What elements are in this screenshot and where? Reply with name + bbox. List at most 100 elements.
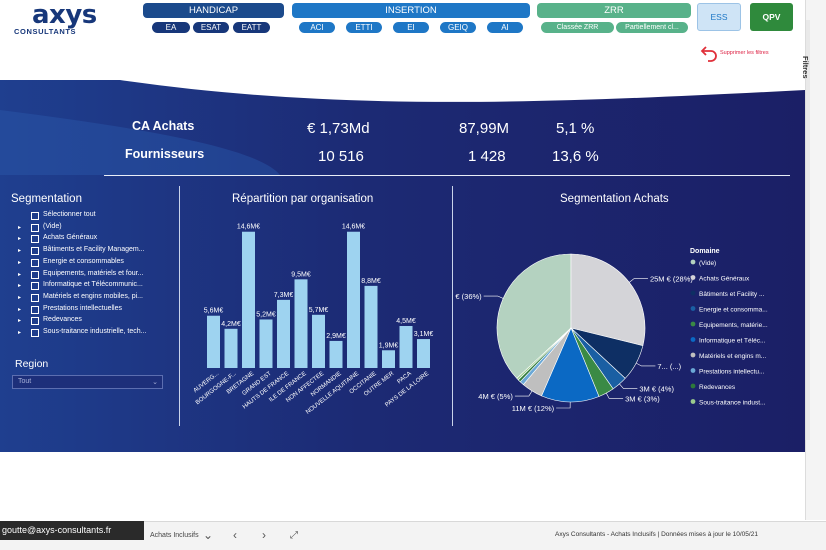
bar[interactable]: [277, 299, 290, 368]
chip-geiq[interactable]: GEIQ: [440, 22, 476, 33]
expand-arrow-icon[interactable]: ▸: [18, 248, 22, 255]
bar-data-label: 7,3M€: [274, 292, 294, 299]
bar[interactable]: [364, 285, 378, 368]
bar-data-label: 2,9M€: [326, 333, 346, 340]
segmentation-item-label: Achats Généraux: [43, 234, 98, 242]
ess-button[interactable]: ESS: [697, 3, 741, 31]
bar-data-label: 3,1M€: [414, 331, 434, 338]
page-scrollbar[interactable]: [806, 20, 810, 440]
bar[interactable]: [417, 339, 430, 368]
legend-marker: [690, 321, 696, 327]
pie-leader-line: [483, 295, 504, 299]
bar[interactable]: [329, 340, 343, 368]
expand-icon[interactable]: ⤢: [290, 530, 298, 541]
expand-arrow-icon[interactable]: ▸: [18, 224, 22, 231]
chip-classee-zrr[interactable]: Classée ZRR: [541, 22, 614, 33]
bar[interactable]: [242, 231, 255, 368]
legend-entry[interactable]: Redevances: [699, 384, 736, 391]
expand-arrow-icon[interactable]: ▸: [18, 306, 22, 313]
checkbox[interactable]: [31, 305, 39, 314]
segmentation-item-label: Informatique et Télécommunic...: [43, 281, 143, 289]
chevron-down-icon[interactable]: ⌄: [203, 528, 214, 542]
chip-ai[interactable]: AI: [487, 22, 523, 33]
expand-arrow-icon[interactable]: ▸: [18, 271, 22, 278]
legend-entry[interactable]: (Vide): [699, 260, 716, 267]
expand-arrow-icon[interactable]: ▸: [18, 236, 22, 243]
reset-filters-button[interactable]: Supprimer les filtres: [700, 42, 800, 64]
bar-data-label: 5,2M€: [256, 311, 276, 318]
checkbox[interactable]: [31, 282, 39, 291]
pie-slice[interactable]: [516, 327, 572, 381]
expand-arrow-icon[interactable]: ▸: [18, 283, 22, 290]
pie-slice[interactable]: [570, 253, 646, 347]
legend-entry[interactable]: Bâtiments et Facility ...: [699, 291, 765, 298]
handicap-button[interactable]: HANDICAP: [143, 3, 284, 18]
region-selected-value: Tout: [18, 378, 32, 385]
legend-entry[interactable]: Sous-traitance indust...: [699, 400, 766, 407]
checkbox[interactable]: [31, 247, 39, 256]
kpi-ca-achats: 87,99M: [459, 120, 510, 137]
legend-entry[interactable]: Informatique et Téléc...: [699, 338, 766, 345]
bar[interactable]: [207, 315, 220, 368]
insertion-button[interactable]: INSERTION: [292, 3, 530, 18]
legend-entry[interactable]: Achats Généraux: [699, 276, 750, 283]
bar[interactable]: [224, 328, 238, 368]
pie-legend-title: Domaine: [690, 248, 720, 255]
chip-esat[interactable]: ESAT: [193, 22, 229, 33]
checkbox[interactable]: [31, 235, 39, 244]
reset-filters-label: Supprimer les filtres: [720, 50, 769, 56]
bar[interactable]: [399, 326, 413, 368]
bar-data-label: 5,6M€: [204, 308, 224, 315]
expand-arrow-icon[interactable]: ▸: [18, 318, 22, 325]
pie-leader-line: [514, 390, 533, 397]
chip-ea[interactable]: EA: [152, 22, 190, 33]
legend-marker: [690, 275, 696, 280]
filters-pane-label[interactable]: Filtres: [801, 56, 810, 79]
expand-arrow-icon[interactable]: ▸: [18, 330, 22, 336]
zrr-button[interactable]: ZRR: [537, 3, 691, 18]
qpv-button[interactable]: QPV: [750, 3, 793, 31]
panel-divider: [452, 186, 453, 426]
checkbox[interactable]: [31, 223, 39, 232]
checkbox[interactable]: [31, 317, 39, 326]
checkbox[interactable]: [31, 293, 39, 302]
bar[interactable]: [382, 350, 395, 368]
axys-logo: axys CONSULTANTS: [14, 0, 124, 38]
checkbox[interactable]: [31, 212, 39, 220]
bar[interactable]: [312, 314, 325, 368]
legend-marker: [690, 306, 696, 311]
pie-data-label: 25M € (28%): [650, 275, 693, 284]
kpi-label-fournisseurs: Fournisseurs: [125, 147, 205, 161]
region-dropdown[interactable]: Tout ⌄: [12, 375, 163, 389]
legend-entry[interactable]: Prestations intellectu...: [699, 369, 765, 376]
chip-partiellement[interactable]: Partiellement cl...: [616, 22, 688, 33]
previous-page-icon[interactable]: ‹: [233, 528, 237, 542]
legend-entry[interactable]: Energie et consomma...: [699, 307, 768, 314]
checkbox[interactable]: [31, 258, 39, 267]
pie-leader-line: [556, 401, 571, 409]
chip-aci[interactable]: ACI: [299, 22, 335, 33]
bar[interactable]: [294, 279, 308, 368]
expand-arrow-icon[interactable]: ▸: [18, 294, 22, 301]
chip-eatt[interactable]: EATT: [233, 22, 270, 33]
chip-ei[interactable]: EI: [393, 22, 429, 33]
expand-arrow-icon[interactable]: ▸: [18, 259, 22, 266]
next-page-icon[interactable]: ›: [262, 528, 266, 542]
filters-pane[interactable]: [805, 0, 826, 520]
page-selector[interactable]: Achats Inclusifs: [150, 532, 210, 539]
bar[interactable]: [347, 231, 360, 368]
checkbox[interactable]: [31, 270, 39, 279]
legend-entry[interactable]: Equipements, matérie...: [699, 322, 768, 329]
checkbox[interactable]: [31, 329, 39, 337]
segmentation-item-label: Prestations intellectuelles: [43, 304, 122, 312]
pie-slice[interactable]: [541, 327, 600, 403]
footer-info: Axys Consultants - Achats Inclusifs | Do…: [555, 531, 758, 538]
undo-arrow-icon: [700, 46, 717, 62]
legend-marker: [690, 290, 696, 296]
chip-etti[interactable]: ETTI: [346, 22, 382, 33]
legend-entry[interactable]: Matériels et engins m...: [699, 353, 766, 360]
pie-data-label: 32M € (36%): [453, 292, 482, 301]
bar[interactable]: [259, 319, 273, 368]
logo-wordmark: axys: [32, 0, 97, 30]
pie-leader-line: [635, 362, 656, 367]
